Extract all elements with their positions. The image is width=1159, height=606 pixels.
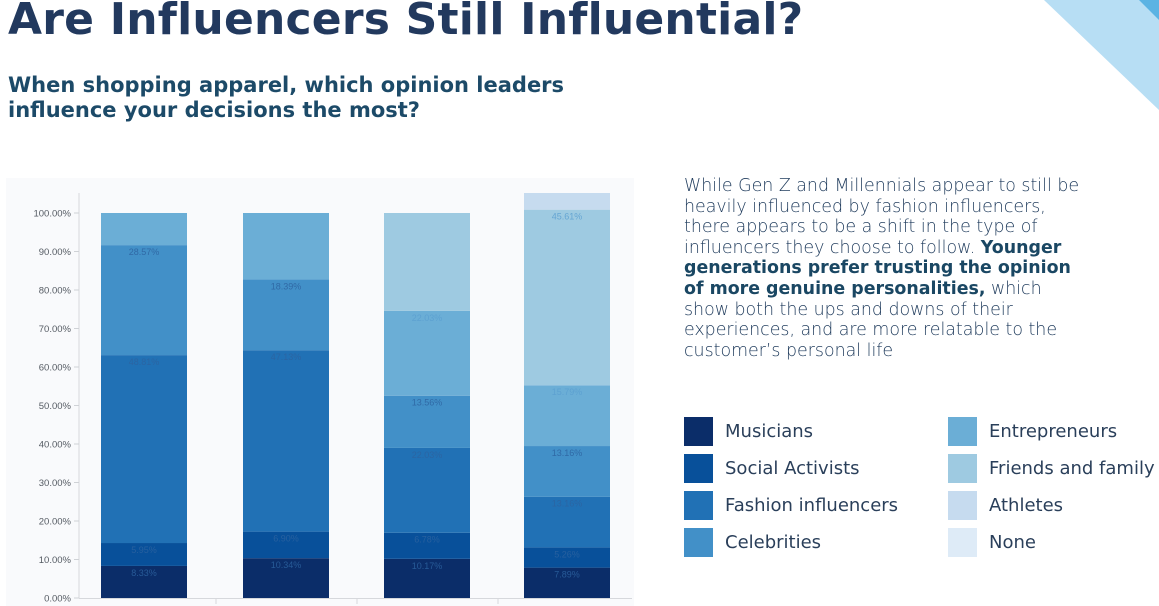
bar-segment [243,531,329,559]
data-label: 48.81% [129,357,160,367]
bar-segment [101,565,187,598]
data-label: 6.90% [273,534,299,544]
data-label: 18.39% [271,281,302,291]
bar-segment [101,213,187,246]
legend-label: Entrepreneurs [989,420,1118,442]
bar-segment [101,543,187,566]
bar-segment [243,213,329,280]
legend-label: Fashion influencers [725,494,899,516]
legend-label: Celebrities [725,531,822,553]
y-tick-label: 10.00% [39,555,72,566]
data-label: 15.79% [552,387,583,397]
bar-segment [524,496,610,548]
description-text: While Gen Z and Millennials appear to st… [684,176,1084,361]
legend-label: Social Activists [725,457,860,479]
legend-item: None [948,527,1036,557]
bar-segment [524,209,610,386]
bar-segment [524,385,610,447]
legend-item: Fashion influencers [684,490,898,520]
bar-segment [384,532,470,559]
legend-item: Celebrities [684,527,821,557]
y-tick-label: 30.00% [39,478,72,489]
data-label: 45.61% [552,212,583,222]
bar-segment [384,213,470,311]
bar-segment [384,310,470,396]
corner-stripe-light [1044,0,1159,110]
corner-stripe-dark [1139,0,1159,20]
bar-segment [384,447,470,533]
y-tick-label: 50.00% [39,401,72,412]
y-tick-label: 90.00% [39,247,72,258]
data-label: 22.03% [412,450,443,460]
legend-item: Musicians [684,416,813,446]
legend-swatch [948,416,977,446]
stacked-bar-chart: 0.00% 10.00% 20.00% 30.00% 40.00% 50.00% 60.00… [33,193,632,605]
legend-swatch [948,490,977,520]
data-label: 13.56% [412,398,443,408]
description-part2: which show both the ups and downs of the… [684,278,1058,361]
data-label: 28.57% [129,247,160,257]
y-tick-label: 100.00% [33,209,71,220]
bar-segment [524,193,610,210]
bar-segment [243,279,329,351]
legend-label: Musicians [725,420,814,442]
legend-swatch [684,490,713,520]
data-label: 10.34% [271,560,302,570]
legend-swatch [684,453,713,483]
bar-segment [524,567,610,598]
corner-decoration [1044,0,1159,110]
y-tick-label: 40.00% [39,440,72,451]
chart-question: When shopping apparel, which opinion lea… [8,73,565,122]
legend-label: Athletes [989,494,1064,516]
data-label: 5.95% [131,545,157,555]
y-tick-label: 80.00% [39,286,72,297]
legend-item: Entrepreneurs [948,416,1117,446]
legend-swatch [948,527,977,557]
y-tick-label: 0.00% [44,594,71,605]
bar-segment [384,558,470,598]
legend-item: Social Activists [684,453,860,483]
bar-segment [101,245,187,356]
bar-segment [524,547,610,568]
data-label: 10.17% [412,561,443,571]
data-label: 8.33% [131,568,157,578]
y-tick-label: 20.00% [39,517,72,528]
chart-area: 0.00% 10.00% 20.00% 30.00% 40.00% 50.00% 60.00… [6,178,634,606]
bar-segment [101,355,187,544]
legend-label: None [989,531,1036,553]
data-label: 7.89% [554,570,580,580]
legend-swatch [948,453,977,483]
legend-item: Friends and family [948,453,1155,483]
description-highlight: Younger generations prefer trusting the … [684,237,1071,299]
bar-segment [243,558,329,598]
legend-item: Athletes [948,490,1063,520]
data-label: 5.26% [554,549,580,559]
data-label: 22.03% [412,313,443,323]
y-tick-label: 60.00% [39,363,72,374]
legend-label: Friends and family [989,457,1155,479]
y-tick-label: 70.00% [39,324,72,335]
bar-segment [524,446,610,497]
legend-swatch [684,527,713,557]
page-title: Are Influencers Still Influential? [8,0,804,45]
data-label: 47.13% [271,352,302,362]
bar-segment [243,350,329,532]
data-label: 13.16% [552,448,583,458]
data-label: 6.78% [414,535,440,545]
bar-segment [384,395,470,448]
legend-swatch [684,416,713,446]
description-part1: While Gen Z and Millennials appear to st… [684,176,1080,258]
data-label: 13.16% [552,499,583,509]
